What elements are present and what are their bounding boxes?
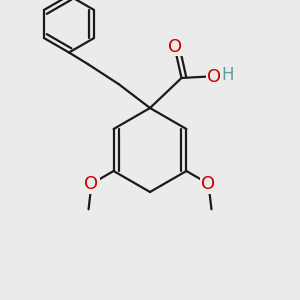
Text: O: O [168, 38, 183, 56]
Text: H: H [221, 66, 234, 84]
Text: O: O [207, 68, 221, 85]
Text: O: O [85, 175, 99, 193]
Text: O: O [201, 175, 215, 193]
